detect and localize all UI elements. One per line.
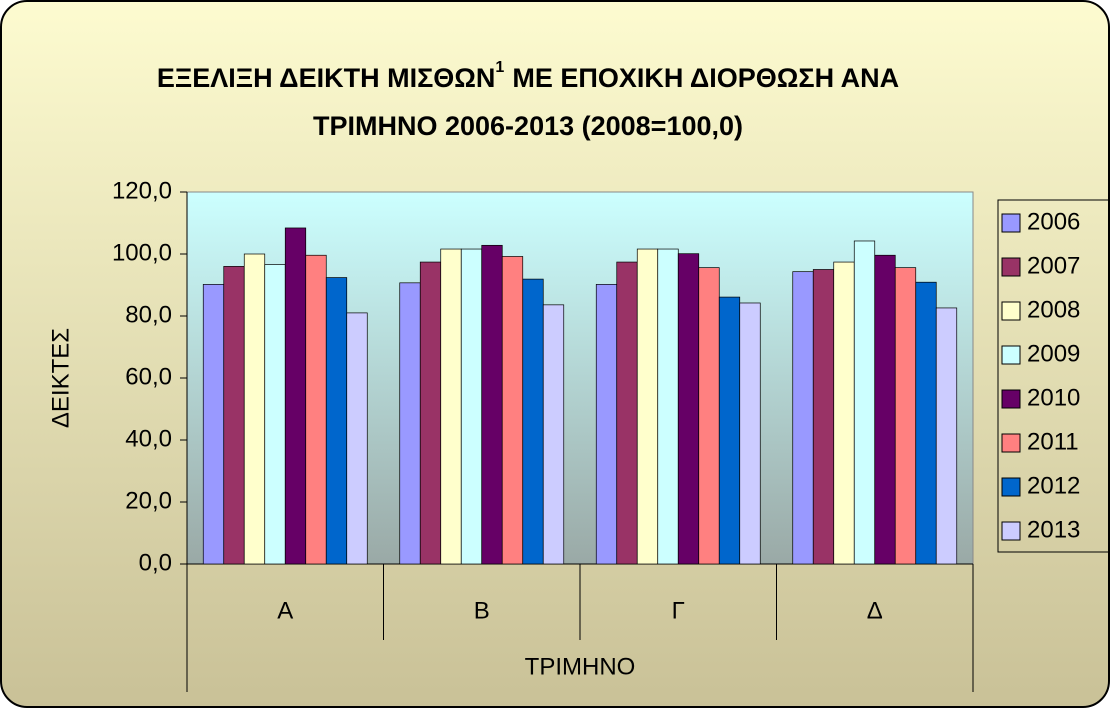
bar bbox=[346, 312, 368, 565]
bar bbox=[915, 281, 937, 565]
y-tick-label: 120,0 bbox=[112, 177, 172, 204]
bar bbox=[874, 254, 896, 565]
title-part: ΜΕ ΕΠΟΧΙΚΗ ΔΙΟΡΘΩΣΗ ΑΝΑ bbox=[512, 63, 899, 93]
bar bbox=[305, 254, 327, 565]
chart-title: ΕΞΕΛΙΞΗ ΔΕΙΚΤΗ ΜΙΣΘΩΝ1 ΜΕ ΕΠΟΧΙΚΗ ΔΙΟΡΘΩΣ… bbox=[157, 59, 899, 93]
legend-swatch bbox=[1001, 257, 1021, 277]
bar bbox=[325, 277, 348, 565]
legend-label: 2011 bbox=[1027, 428, 1079, 455]
legend-swatch bbox=[1001, 301, 1021, 321]
bar bbox=[243, 253, 266, 565]
bar bbox=[223, 266, 245, 565]
y-tick-label: 100,0 bbox=[112, 239, 172, 266]
bar bbox=[739, 302, 761, 565]
legend-swatch bbox=[1001, 213, 1021, 233]
bar bbox=[853, 240, 876, 565]
y-tick-label: 80,0 bbox=[125, 301, 172, 328]
y-axis-label: ΔΕΙΚΤΕΣ bbox=[47, 328, 74, 428]
bar bbox=[636, 248, 659, 565]
x-tick-label: Β bbox=[474, 597, 490, 624]
bar bbox=[792, 271, 814, 565]
legend-label: 2008 bbox=[1027, 296, 1080, 323]
legend-swatch bbox=[1001, 389, 1021, 409]
legend-label: 2009 bbox=[1027, 340, 1080, 367]
y-tick-label: 20,0 bbox=[125, 487, 172, 514]
bar bbox=[542, 304, 565, 565]
bar bbox=[284, 227, 307, 565]
legend-swatch bbox=[1001, 521, 1021, 541]
bar bbox=[833, 261, 855, 565]
bar bbox=[616, 261, 638, 565]
bar bbox=[677, 253, 700, 565]
bar bbox=[481, 244, 503, 565]
bar bbox=[264, 264, 286, 565]
bar bbox=[522, 278, 544, 565]
legend-swatch bbox=[1001, 477, 1021, 497]
bar bbox=[894, 267, 917, 565]
x-tick-label: Α bbox=[277, 597, 293, 624]
bar bbox=[718, 296, 741, 565]
bar bbox=[657, 248, 679, 565]
bar bbox=[460, 248, 483, 565]
legend-swatch bbox=[1001, 433, 1021, 453]
bar bbox=[399, 282, 421, 565]
bar bbox=[595, 284, 618, 565]
bar bbox=[440, 248, 462, 565]
legend-swatch bbox=[1001, 345, 1021, 365]
x-axis-label: ΤΡΙΜΗΝΟ bbox=[525, 653, 636, 680]
y-tick-label: 60,0 bbox=[125, 363, 172, 390]
chart-title: ΤΡΙΜΗΝΟ 2006-2013 (2008=100,0) bbox=[313, 111, 743, 141]
x-tick-label: Γ bbox=[672, 597, 685, 624]
legend-label: 2006 bbox=[1027, 208, 1080, 235]
bar bbox=[812, 269, 835, 565]
bar bbox=[419, 261, 442, 565]
legend-label: 2007 bbox=[1027, 252, 1080, 279]
legend-label: 2012 bbox=[1027, 472, 1080, 499]
x-tick-label: Δ bbox=[867, 597, 883, 624]
legend-label: 2013 bbox=[1027, 516, 1080, 543]
legend bbox=[997, 199, 1110, 553]
y-tick-label: 40,0 bbox=[125, 425, 172, 452]
bar bbox=[935, 307, 958, 565]
y-tick-label: 0,0 bbox=[139, 549, 172, 576]
bar bbox=[698, 267, 720, 565]
bar bbox=[202, 284, 225, 565]
legend-label: 2010 bbox=[1027, 384, 1080, 411]
title-part: ΕΞΕΛΙΞΗ ΔΕΙΚΤΗ ΜΙΣΘΩΝ bbox=[157, 63, 496, 93]
footnote-mark: 1 bbox=[495, 59, 504, 76]
bar bbox=[501, 256, 524, 565]
